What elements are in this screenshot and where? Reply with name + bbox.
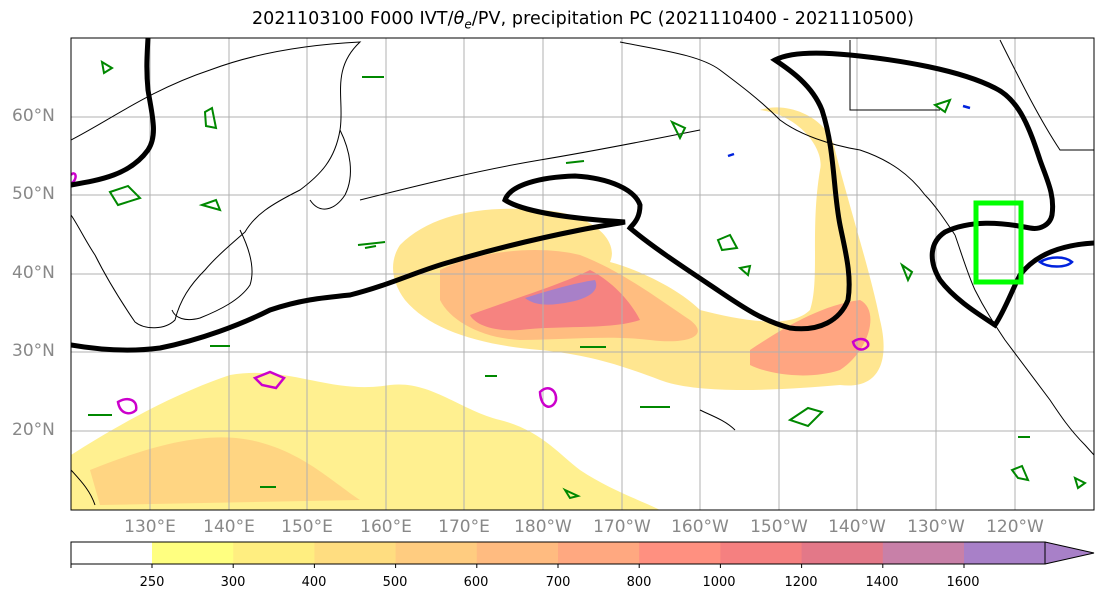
colorbar-tick-label: 600 <box>463 575 489 590</box>
colorbar-segment <box>882 542 965 564</box>
colorbar-segment <box>964 542 1046 564</box>
ivt-shading <box>71 107 884 510</box>
highlight-box <box>973 200 1024 285</box>
coastline-canada-inland <box>849 39 1094 151</box>
colorbar-segment <box>639 542 721 564</box>
lon-label-130w: 130°W <box>907 517 965 537</box>
colorbar-segment <box>395 542 478 564</box>
map-title: 2021103100 F000 IVT/θe/PV, precipitation… <box>251 9 915 32</box>
ivt-region-tropical-core <box>90 437 360 505</box>
lon-label-120w: 120°W <box>986 517 1044 537</box>
pv-contours-magenta <box>71 172 870 415</box>
coastlines <box>71 39 1094 506</box>
colorbar-tick-label: 400 <box>301 575 327 590</box>
theta-e-contour <box>71 38 1094 353</box>
colorbar-tick-label: 800 <box>626 575 652 590</box>
colorbar-segment <box>233 542 315 564</box>
coastline-philippines <box>71 469 96 506</box>
lon-label-140e: 140°E <box>203 517 255 537</box>
theta-e-contour-main <box>71 50 1094 353</box>
lat-label-30n: 30°N <box>12 341 55 361</box>
colorbar-tick-label: 1200 <box>784 575 818 590</box>
colorbar-tick-label: 250 <box>139 575 165 590</box>
lat-label-60n: 60°N <box>12 106 55 126</box>
colorbar-segment <box>801 542 884 564</box>
map-frame <box>70 37 1095 511</box>
coastline-kamchatka <box>309 129 351 210</box>
lon-label-160e: 160°E <box>360 517 412 537</box>
lat-label-20n: 20°N <box>12 420 55 440</box>
lon-label-150w: 150°W <box>750 517 808 537</box>
lon-label-170e: 170°E <box>438 517 490 537</box>
colorbar-segment <box>476 542 559 564</box>
coastline-north-america <box>954 234 1094 456</box>
colorbar-tick-label: 1400 <box>865 575 899 590</box>
colorbar-tick-label: 1600 <box>946 575 980 590</box>
graticule <box>71 38 1094 510</box>
coastline-hawaii <box>699 409 736 431</box>
lon-label-150e: 150°E <box>281 517 333 537</box>
lon-label-180w: 180°W <box>514 517 572 537</box>
coastline-alaska <box>619 41 956 236</box>
lon-label-140w: 140°W <box>828 517 886 537</box>
colorbar <box>70 541 1095 568</box>
theta-e-contour-arc-west <box>71 38 156 188</box>
colorbar-tick-label: 300 <box>220 575 246 590</box>
colorbar-extend-arrow <box>1045 542 1094 564</box>
colorbar-segment <box>720 542 803 564</box>
colorbar-tick-label: 700 <box>545 575 571 590</box>
lon-label-160w: 160°W <box>671 517 729 537</box>
colorbar-segment <box>558 542 640 564</box>
coastline-asia <box>71 41 362 329</box>
colorbar-segment <box>152 542 234 564</box>
lat-label-40n: 40°N <box>12 263 55 283</box>
colorbar-white-segment <box>71 542 152 564</box>
coastline-aleutians <box>359 129 701 201</box>
colorbar-segment <box>314 542 397 564</box>
lat-label-50n: 50°N <box>12 184 55 204</box>
pv-contours-blue <box>727 104 1074 268</box>
lon-label-170w: 170°W <box>593 517 651 537</box>
coastline-japan <box>171 229 253 321</box>
ivt-region-ar-east <box>750 300 871 376</box>
lon-label-130e: 130°E <box>124 517 176 537</box>
pv-contours <box>88 60 1087 500</box>
colorbar-tick-label: 1000 <box>702 575 736 590</box>
colorbar-tick-label: 500 <box>382 575 408 590</box>
